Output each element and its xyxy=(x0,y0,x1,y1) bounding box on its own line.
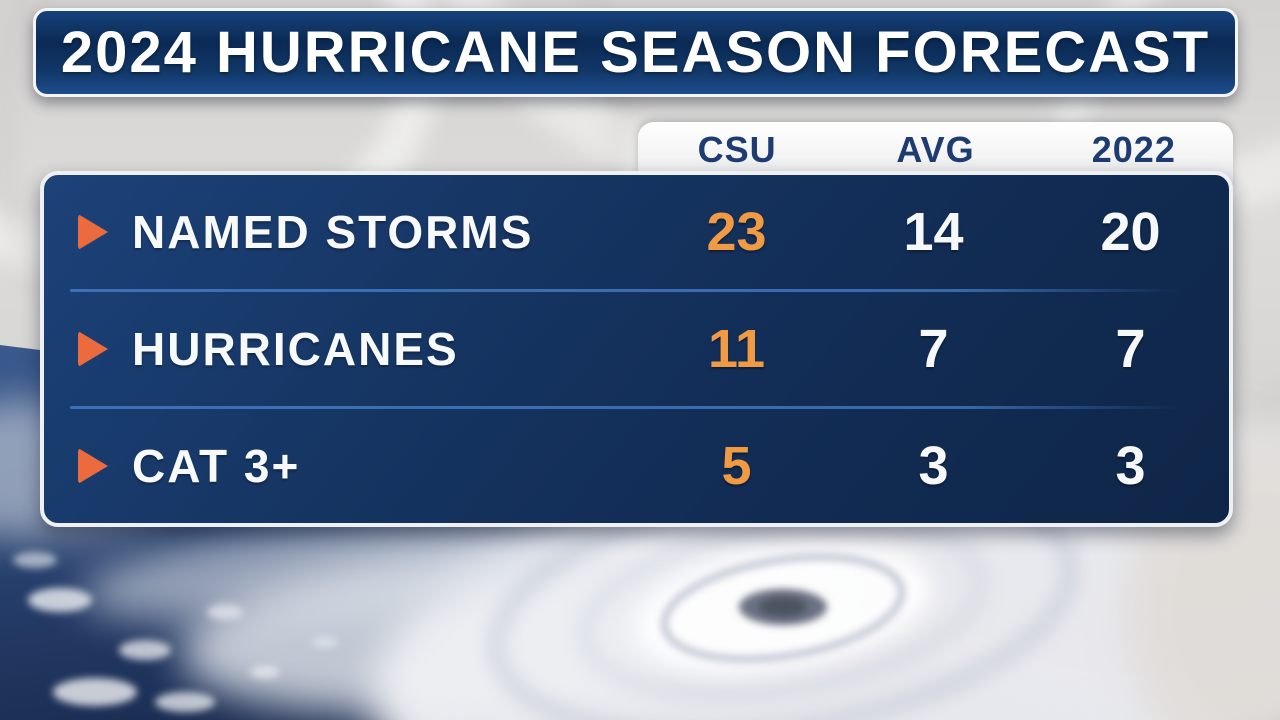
bullet-triangle-icon xyxy=(78,331,108,367)
page-title: 2024 HURRICANE SEASON FORECAST xyxy=(60,20,1211,85)
bullet-triangle-icon xyxy=(78,448,108,484)
forecast-table: NAMED STORMS 23 14 20 HURRICANES 11 7 7 … xyxy=(40,171,1233,527)
cell-value-2022: 7 xyxy=(1115,319,1146,379)
row-divider xyxy=(70,289,1183,292)
cell-value-avg: 14 xyxy=(903,202,964,262)
table-row-cat3plus: CAT 3+ 5 3 3 xyxy=(44,409,1229,523)
title-banner: 2024 HURRICANE SEASON FORECAST xyxy=(33,8,1238,97)
column-header-csu: CSU xyxy=(697,129,777,170)
bullet-triangle-icon xyxy=(78,214,108,250)
row-label: HURRICANES xyxy=(132,323,459,375)
row-label: CAT 3+ xyxy=(132,440,301,492)
cell-value-csu: 5 xyxy=(721,436,752,496)
cell-value-avg: 3 xyxy=(918,436,949,496)
cell-value-csu: 11 xyxy=(707,319,766,379)
row-values: 5 3 3 xyxy=(638,435,1229,497)
table-row-named-storms: NAMED STORMS 23 14 20 xyxy=(44,175,1229,289)
cell-value-2022: 3 xyxy=(1115,436,1146,496)
column-header-2022: 2022 xyxy=(1091,129,1176,170)
row-values: 23 14 20 xyxy=(638,201,1229,263)
row-label: NAMED STORMS xyxy=(132,206,534,258)
cell-value-avg: 7 xyxy=(918,319,949,379)
column-header-avg: AVG xyxy=(896,129,975,170)
cell-value-csu: 23 xyxy=(706,202,767,262)
row-divider xyxy=(70,406,1183,409)
table-row-hurricanes: HURRICANES 11 7 7 xyxy=(44,292,1229,406)
cell-value-2022: 20 xyxy=(1100,202,1161,262)
row-values: 11 7 7 xyxy=(638,318,1229,380)
